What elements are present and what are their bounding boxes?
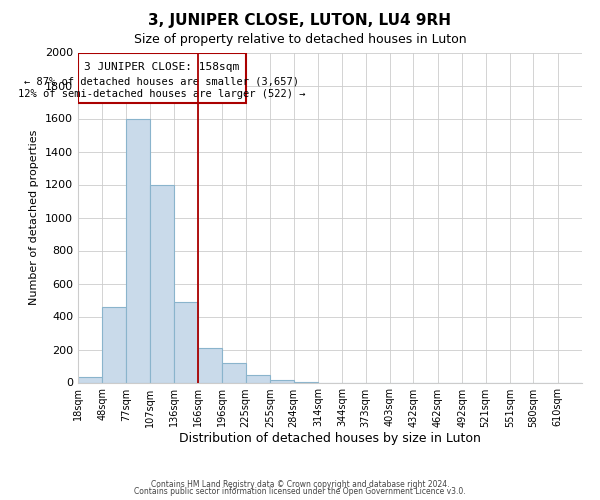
Text: 12% of semi-detached houses are larger (522) →: 12% of semi-detached houses are larger (… [18, 88, 305, 99]
Text: Contains HM Land Registry data © Crown copyright and database right 2024.: Contains HM Land Registry data © Crown c… [151, 480, 449, 489]
Text: 3, JUNIPER CLOSE, LUTON, LU4 9RH: 3, JUNIPER CLOSE, LUTON, LU4 9RH [149, 12, 452, 28]
Text: 3 JUNIPER CLOSE: 158sqm: 3 JUNIPER CLOSE: 158sqm [84, 62, 239, 72]
Text: ← 87% of detached houses are smaller (3,657): ← 87% of detached houses are smaller (3,… [25, 76, 299, 86]
FancyBboxPatch shape [78, 52, 246, 103]
Bar [270, 380, 293, 382]
Bar [150, 184, 173, 382]
Text: Contains public sector information licensed under the Open Government Licence v3: Contains public sector information licen… [134, 488, 466, 496]
Text: Size of property relative to detached houses in Luton: Size of property relative to detached ho… [134, 32, 466, 46]
Y-axis label: Number of detached properties: Number of detached properties [29, 130, 40, 305]
Bar [198, 348, 222, 382]
Bar [103, 308, 126, 382]
X-axis label: Distribution of detached houses by size in Luton: Distribution of detached houses by size … [179, 432, 481, 446]
Bar [222, 362, 246, 382]
Bar [78, 376, 103, 382]
Bar [126, 118, 150, 382]
Bar [246, 375, 270, 382]
Bar [173, 302, 198, 382]
